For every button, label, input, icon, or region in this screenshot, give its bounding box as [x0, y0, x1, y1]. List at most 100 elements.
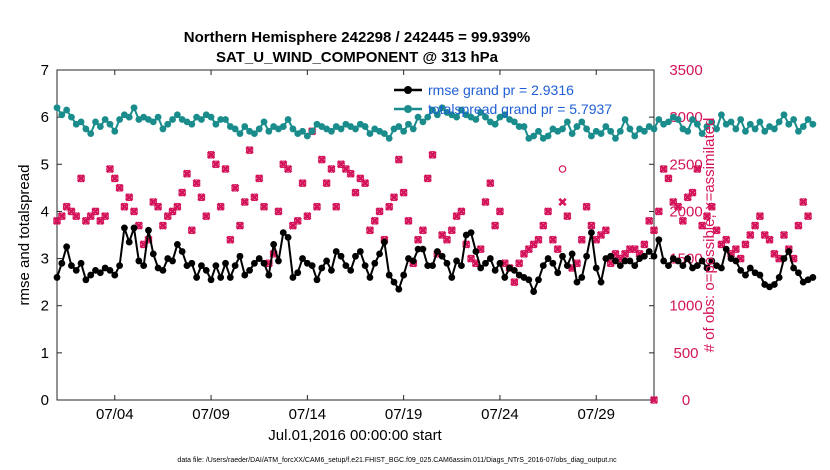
rmse-point — [173, 241, 181, 248]
totalspread-point — [621, 116, 629, 123]
totalspread-point — [501, 111, 509, 119]
rmse-point — [448, 274, 456, 281]
rmse-point — [414, 245, 422, 253]
obs-possible-marker — [337, 160, 345, 169]
obs-possible-marker — [664, 174, 673, 183]
obs-possible-marker — [447, 226, 456, 235]
y-axis-right-label: # of obs: o=possible; ×=assimilated — [701, 118, 718, 353]
rmse-point — [207, 276, 215, 284]
totalspread-point — [154, 113, 162, 121]
totalspread-point — [337, 125, 345, 133]
totalspread-point — [96, 123, 104, 130]
totalspread-point — [612, 134, 619, 142]
totalspread-point — [453, 113, 461, 121]
totalspread-point — [780, 111, 788, 119]
rmse-point — [674, 257, 682, 265]
obs-assimilated-marker — [515, 259, 524, 268]
totalspread-point — [742, 127, 749, 135]
obs-possible-marker — [404, 217, 413, 225]
obs-possible-marker — [452, 212, 461, 220]
rmse-point — [612, 257, 619, 265]
obs-possible-marker — [756, 212, 764, 220]
obs-assimilated-marker — [250, 193, 259, 202]
rmse-point — [501, 274, 509, 281]
rmse-point — [289, 274, 297, 281]
rmse-point — [106, 266, 114, 274]
rmse-point — [549, 259, 557, 267]
obs-possible-marker — [563, 212, 572, 220]
obs-possible-marker — [688, 188, 697, 197]
obs-possible-marker — [659, 165, 668, 173]
obs-assimilated-marker — [698, 221, 707, 230]
rmse-point — [323, 257, 331, 265]
obs-assimilated-marker — [755, 212, 765, 221]
totalspread-point — [795, 127, 802, 135]
totalspread-point — [255, 125, 263, 133]
obs-possible-marker — [419, 226, 427, 235]
totalspread-point — [563, 118, 571, 126]
obs-possible-marker — [645, 217, 653, 225]
obs-possible-marker — [698, 221, 706, 230]
obs-assimilated-marker — [115, 183, 124, 192]
obs-possible-marker — [342, 165, 350, 173]
rmse-point — [361, 262, 369, 270]
obs-possible-marker — [332, 202, 341, 211]
obs-possible-marker — [58, 212, 66, 220]
rmse-point — [554, 269, 562, 277]
obs-possible-marker — [173, 202, 182, 211]
left-axis: 0 1 2 3 4 5 6 7 — [41, 62, 62, 409]
obs-possible-marker — [760, 231, 769, 239]
obs-possible-marker — [346, 169, 355, 178]
obs-possible-marker — [226, 235, 235, 244]
totalspread-point — [101, 116, 109, 123]
totalspread-point — [544, 132, 552, 140]
obs-assimilated-marker — [707, 202, 716, 211]
totalspread-point — [713, 125, 720, 133]
rmse-point — [453, 257, 461, 265]
obs-assimilated-marker — [110, 174, 119, 183]
totalspread-point — [708, 118, 716, 126]
rmse-point — [395, 285, 403, 293]
obs-assimilated-marker — [158, 221, 168, 230]
obs-possible-marker — [525, 245, 533, 253]
x-axis: 07/04 07/09 07/14 07/19 07/24 07/29 — [96, 70, 615, 423]
totalspread-point — [385, 134, 393, 142]
obs-possible-marker — [250, 193, 259, 202]
obs-assimilated-marker — [351, 188, 360, 197]
obs-assimilated-marker — [654, 207, 663, 216]
obs-possible-marker — [549, 235, 557, 244]
rmse-point — [433, 248, 441, 255]
obs-possible-marker — [712, 226, 721, 235]
obs-assimilated-marker — [688, 188, 697, 197]
obs-assimilated-marker — [182, 169, 192, 178]
totalspread-point — [53, 104, 61, 112]
rmse-point — [226, 274, 234, 281]
obs-assimilated-marker — [346, 169, 355, 178]
obs-assimilated-marker — [399, 188, 408, 197]
obs-assimilated-marker — [746, 230, 755, 240]
obs-assimilated-marker — [722, 235, 731, 244]
rmse-point — [737, 266, 745, 274]
rmse-point — [491, 266, 499, 274]
totalspread-point — [804, 116, 812, 123]
rmse-point — [145, 226, 152, 234]
obs-assimilated-marker — [105, 164, 115, 174]
plot-area — [56, 69, 655, 401]
obs-possible-marker — [746, 231, 755, 239]
obs-assimilated-marker — [375, 207, 384, 216]
obs-assimilated-marker — [775, 254, 784, 263]
obs-assimilated-marker — [91, 207, 100, 216]
obs-possible-marker — [106, 165, 114, 173]
obs-possible-marker — [375, 207, 384, 216]
obs-possible-marker — [159, 221, 167, 230]
totalspread-point — [299, 127, 306, 135]
obs-assimilated-marker — [510, 278, 519, 287]
x-tick-label: 07/24 — [481, 406, 519, 423]
rmse-point — [212, 262, 220, 270]
rmse-point — [82, 276, 90, 284]
totalspread-point — [125, 113, 133, 121]
chart-title-line2: SAT_U_WIND_COMPONENT @ 313 hPa — [216, 49, 499, 66]
rmse-point — [328, 266, 335, 274]
totalspread-point — [308, 127, 316, 135]
obs-possible-marker — [125, 193, 134, 202]
